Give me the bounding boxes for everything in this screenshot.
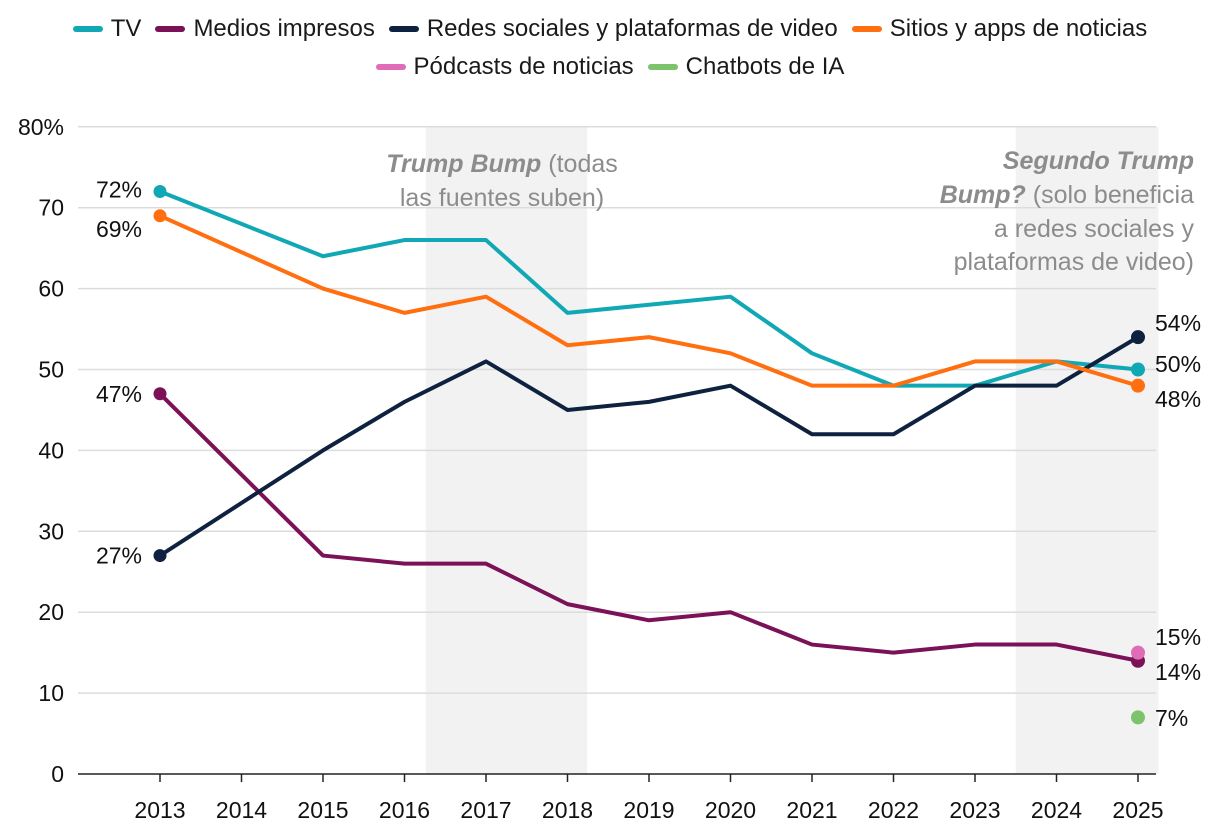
legend-item-chatbots: Chatbots de IA: [647, 53, 845, 81]
data-point-end-redes-sociales-y-plataformas-de-video: [1131, 330, 1145, 345]
end-label-sitios-y-apps-de-noticias: 48%: [1155, 386, 1201, 412]
data-point-start-tv: [153, 185, 167, 199]
annotation-segundo-trump-bump-line: Bump? (solo beneficia: [940, 181, 1194, 209]
data-point-end-chatbots-de-ia: [1131, 710, 1145, 725]
legend-label-chatbots: Chatbots de IA: [685, 53, 845, 80]
start-label-tv: 72%: [96, 177, 142, 203]
legend-label-redes-sociales: Redes sociales y plataformas de video: [426, 15, 838, 42]
annotation-text: a redes sociales y: [994, 215, 1195, 243]
annotation-trump-bump: Trump Bump (todas: [386, 150, 618, 178]
legend-swatch-sitios-apps: [851, 26, 882, 32]
y-tick-label: 10: [38, 680, 64, 706]
annotation-segundo-trump-bump-line: plataformas de video): [954, 248, 1194, 276]
legend-swatch-chatbots: [647, 64, 678, 70]
legend-label-podcasts: Pódcasts de noticias: [413, 53, 634, 80]
y-tick-label: 0: [51, 761, 64, 787]
legend-item-podcasts: Pódcasts de noticias: [375, 53, 634, 81]
x-tick-label: 2022: [868, 797, 919, 823]
x-tick-label: 2020: [705, 797, 756, 823]
annotation-text: (todas: [541, 150, 617, 178]
legend-swatch-podcasts: [375, 64, 406, 70]
legend-item-redes-sociales: Redes sociales y plataformas de video: [388, 15, 838, 43]
end-label-medios-impresos: 14%: [1155, 659, 1201, 685]
end-label-tv: 50%: [1155, 351, 1201, 377]
legend-row-1: TV Medios impresos Redes sociales y plat…: [0, 10, 1220, 48]
start-label-sitios-y-apps-de-noticias: 69%: [96, 216, 142, 242]
annotation-trump-bump-line2: las fuentes suben): [400, 184, 604, 212]
x-tick-label: 2013: [134, 797, 185, 823]
annotation-bold-text: Trump Bump: [386, 150, 541, 178]
x-tick-label: 2017: [460, 797, 511, 823]
legend-label-tv: TV: [110, 15, 142, 42]
legend-swatch-redes-sociales: [388, 26, 419, 32]
chart-legend: TV Medios impresos Redes sociales y plat…: [0, 10, 1220, 86]
x-tick-label: 2014: [216, 797, 267, 823]
start-label-redes-sociales-y-plataformas-de-video: 27%: [96, 543, 142, 569]
x-tick-label: 2025: [1112, 797, 1163, 823]
annotation-segundo-trump-bump-line: a redes sociales y: [994, 215, 1195, 243]
data-point-start-redes-sociales-y-plataformas-de-video: [153, 549, 167, 563]
y-tick-label: 80%: [18, 114, 64, 140]
data-point-end-podcasts-de-noticias: [1131, 645, 1145, 660]
series-line-medios-impresos: [158, 391, 1140, 663]
x-tick-label: 2019: [623, 797, 674, 823]
x-tick-label: 2016: [379, 797, 430, 823]
legend-label-medios-impresos: Medios impresos: [193, 15, 375, 42]
end-label-redes-sociales-y-plataformas-de-video: 54%: [1155, 310, 1201, 336]
series-line-redes-sociales-y-plataformas-de-video: [158, 335, 1140, 558]
start-label-medios-impresos: 47%: [96, 381, 142, 407]
legend-swatch-tv: [72, 26, 103, 32]
end-label-podcasts-de-noticias: 15%: [1155, 624, 1201, 650]
y-tick-label: 50: [38, 357, 64, 383]
legend-row-2: Pódcasts de noticias Chatbots de IA: [0, 48, 1220, 86]
x-tick-label: 2015: [297, 797, 348, 823]
data-point-start-sitios-y-apps-de-noticias: [153, 209, 167, 223]
y-tick-label: 20: [38, 599, 64, 625]
data-point-end-sitios-y-apps-de-noticias: [1131, 378, 1145, 393]
annotation-bold-text: Segundo Trump: [1003, 147, 1194, 175]
end-label-chatbots-de-ia: 7%: [1155, 705, 1188, 731]
data-point-start-medios-impresos: [153, 387, 167, 401]
y-tick-label: 70: [38, 195, 64, 221]
legend-item-tv: TV: [72, 15, 142, 43]
annotation-bold-text: Bump?: [940, 181, 1026, 209]
y-tick-label: 30: [38, 518, 64, 544]
x-tick-label: 2024: [1031, 797, 1082, 823]
data-point-end-tv: [1131, 362, 1145, 377]
annotation-text: plataformas de video): [954, 248, 1194, 276]
legend-item-sitios-apps: Sitios y apps de noticias: [851, 15, 1148, 43]
series-line-tv: [158, 189, 1140, 388]
legend-swatch-medios-impresos: [155, 26, 186, 32]
y-tick-label: 60: [38, 276, 64, 302]
y-tick-label: 40: [38, 437, 64, 463]
series-line-sitios-y-apps-de-noticias: [158, 213, 1140, 388]
x-tick-label: 2021: [786, 797, 837, 823]
annotation-segundo-trump-bump-line: Segundo Trump: [1003, 147, 1194, 175]
x-tick-label: 2023: [949, 797, 1000, 823]
x-tick-label: 2018: [542, 797, 593, 823]
legend-item-medios-impresos: Medios impresos: [155, 15, 375, 43]
annotation-text: (solo beneficia: [1026, 181, 1194, 209]
legend-label-sitios-apps: Sitios y apps de noticias: [889, 15, 1148, 42]
